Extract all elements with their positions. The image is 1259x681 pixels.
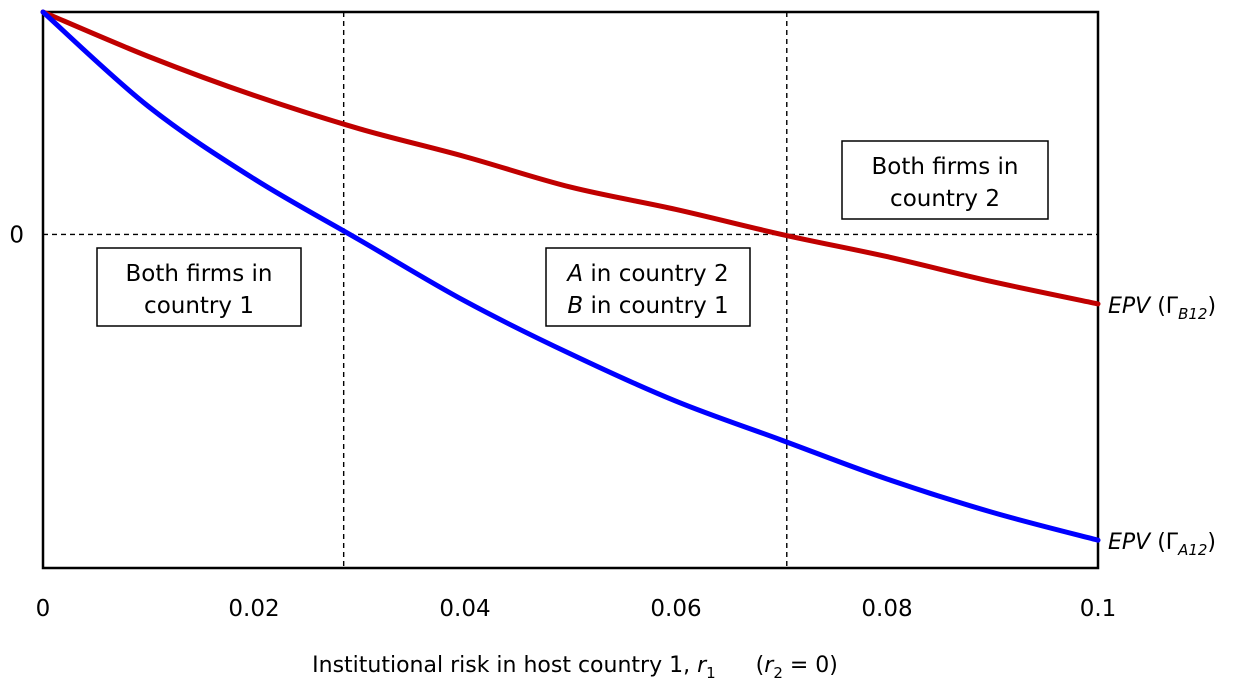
x-tick-label: 0.02 [228, 596, 279, 622]
y-tick-label: 0 [9, 222, 24, 248]
x-axis-var-sub: 1 [706, 664, 716, 681]
series-line-epv-b12 [40, 9, 1101, 307]
x-axis-title: Institutional risk in host country 1, r1… [312, 653, 838, 681]
tick-labels: 0 0.02 0.04 0.06 0.08 0.1 0 [9, 222, 1116, 622]
x-axis-note-rest: = 0) [783, 653, 838, 678]
series-labels: EPV (ΓB12) EPV (ΓA12) [1108, 294, 1216, 559]
region-text-line: B in country 1 [567, 293, 728, 319]
region-box-border [841, 140, 1049, 220]
region-annotations: Both firms in country 1 A in country 2 B in… [96, 140, 1049, 327]
x-axis-note-var: r [764, 653, 775, 678]
series-layer [40, 9, 1101, 543]
x-axis-note-open: ( [756, 653, 765, 678]
region-box-both-country-1: Both firms in country 1 [96, 247, 302, 327]
region-box-border [96, 247, 302, 327]
x-tick-label: 0.04 [439, 596, 490, 622]
x-axis-var: r [697, 653, 708, 678]
x-tick-label: 0.06 [650, 596, 701, 622]
x-axis-note-sub: 2 [773, 664, 783, 681]
x-tick-label: 0.08 [861, 596, 912, 622]
region-text-line: A in country 2 [565, 261, 728, 287]
region-box-split: A in country 2 B in country 1 [545, 247, 751, 327]
region-text-line: country 1 [144, 293, 254, 319]
region-box-border [545, 247, 751, 327]
series-label-epv-a12: EPV (ΓA12) [1108, 530, 1216, 559]
x-tick-label: 0.1 [1080, 596, 1117, 622]
x-axis-title-prefix: Institutional risk in host country 1, [312, 653, 697, 678]
region-text-line: country 2 [890, 186, 1000, 212]
region-text-line: Both firms in [126, 261, 273, 287]
plot-frame [41, 10, 1100, 570]
guide-lines [43, 12, 1098, 568]
region-text-line: Both firms in [872, 154, 1019, 180]
series-line-epv-a12 [40, 9, 1101, 543]
region-box-both-country-2: Both firms in country 2 [841, 140, 1049, 220]
x-tick-label: 0 [36, 596, 51, 622]
series-label-epv-b12: EPV (ΓB12) [1108, 294, 1216, 323]
